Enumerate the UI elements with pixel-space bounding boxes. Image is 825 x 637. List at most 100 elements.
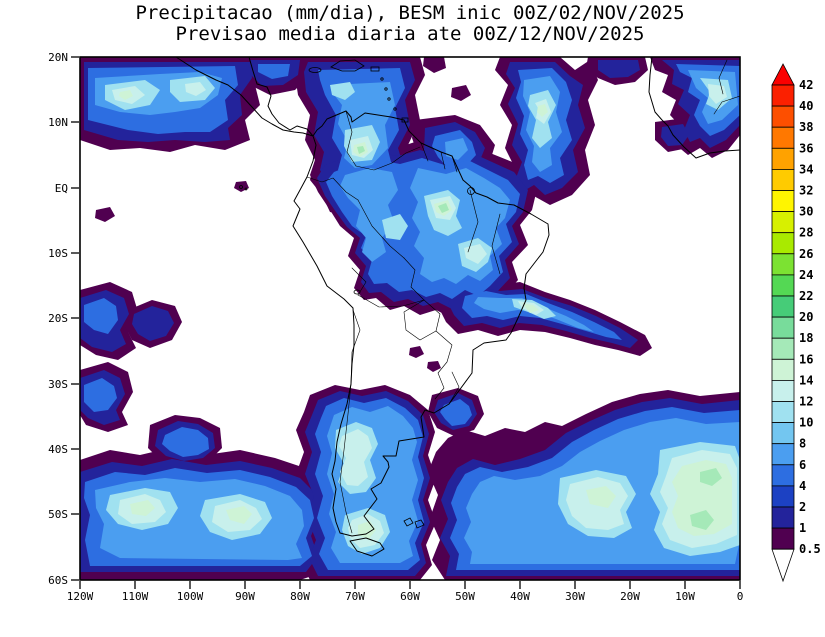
colorbar-segment (771, 147, 795, 170)
marajo-island (467, 187, 475, 195)
trinidad-island (401, 117, 409, 123)
colorbar-label: 26 (799, 247, 813, 261)
border-line (440, 151, 446, 170)
y-tick-label: 60S (48, 574, 68, 587)
africa-coastline (648, 57, 740, 159)
precip-area (226, 506, 252, 524)
colorbar-segment (771, 401, 795, 424)
x-tick-label: 40W (510, 590, 530, 603)
precip-shading (80, 57, 740, 580)
border-line (713, 95, 740, 115)
colorbar-segment (771, 485, 795, 508)
colorbar-segment (771, 506, 795, 529)
precip-area (700, 468, 722, 486)
precip-area (445, 138, 468, 160)
colorbar-segment (771, 126, 795, 149)
central-america-caribbean-coastline (248, 57, 314, 137)
precip-area (95, 207, 115, 222)
galapagos-island (239, 185, 243, 189)
border-line (345, 110, 357, 167)
colorbar-segment (771, 232, 795, 255)
colorbar-segment (771, 168, 795, 191)
colorbar-segment (771, 84, 795, 107)
x-tick-label: 90W (235, 590, 255, 603)
precip-area (382, 214, 408, 240)
y-tick-label: 40S (48, 443, 68, 456)
precip-area (423, 57, 446, 73)
precip-area (340, 168, 398, 262)
x-tick-label: 0 (737, 590, 744, 603)
y-tick-label: EQ (55, 182, 68, 195)
colorbar-segment (771, 379, 795, 402)
colorbar-label: 40 (799, 99, 813, 113)
colorbar-segment (771, 211, 795, 234)
y-axis: 20N 10N EQ 10S 20S 30S 40S 50S 60S (48, 51, 79, 587)
chart-subtitle: Previsao media diaria ate 00Z/12/NOV/202… (176, 23, 645, 45)
colorbar-label: 38 (799, 120, 813, 134)
chart-title: Precipitacao (mm/dia), BESM inic 00Z/02/… (135, 2, 684, 24)
colorbar-label: 24 (799, 268, 813, 282)
precip-area (357, 146, 365, 154)
colorbar-label: 0.5 (799, 542, 821, 556)
colorbar-label: 8 (799, 437, 806, 451)
border-line (350, 309, 361, 385)
colorbar: 42 40 38 36 34 32 30 28 26 24 22 20 18 1… (771, 63, 821, 583)
colorbar-segment (771, 337, 795, 360)
x-tick-label: 10W (675, 590, 695, 603)
y-tick-label: 10S (48, 247, 68, 260)
antilles-island (380, 77, 384, 81)
colorbar-segment (771, 358, 795, 381)
border-line (403, 257, 425, 301)
jamaica-island (308, 67, 322, 73)
precip-area (598, 60, 640, 78)
colorbar-segment (771, 253, 795, 276)
y-tick-label: 20N (48, 51, 68, 64)
antilles-island (384, 87, 388, 91)
lake-titicaca (353, 289, 361, 295)
precip-area (330, 82, 395, 168)
colorbar-label: 14 (799, 373, 813, 387)
border-line (357, 294, 425, 308)
precip-area (438, 203, 449, 213)
precip-area (84, 298, 118, 334)
colorbar-label: 34 (799, 162, 813, 176)
precip-area (162, 427, 209, 457)
precip-area (522, 303, 539, 313)
colorbar-label: 4 (799, 479, 806, 493)
precip-area (409, 346, 424, 358)
colorbar-label: 10 (799, 416, 813, 430)
colorbar-segment (771, 443, 795, 466)
border-line (355, 146, 421, 171)
falkland-island (403, 517, 414, 527)
border-line (718, 59, 728, 95)
border-line (357, 199, 405, 259)
precip-area (84, 378, 117, 412)
coastline (175, 57, 740, 557)
south-america-coastline (292, 110, 550, 537)
colorbar-segment (771, 316, 795, 339)
puerto-rico-island (370, 66, 380, 72)
border-line (306, 176, 359, 201)
colorbar-label: 18 (799, 331, 813, 345)
colorbar-segment (771, 422, 795, 445)
x-tick-label: 100W (177, 590, 204, 603)
colorbar-label: 1 (799, 521, 806, 535)
colorbar-label: 12 (799, 395, 813, 409)
colorbar-segment (771, 105, 795, 128)
precip-area (451, 85, 471, 101)
x-tick-label: 60W (400, 590, 420, 603)
precip-area (119, 90, 133, 100)
precip-area (185, 82, 206, 96)
precip-area (339, 429, 372, 486)
precip-area (258, 64, 290, 79)
precip-area (537, 104, 548, 117)
colorbar-arrow-bottom (771, 548, 795, 583)
falkland-island (414, 519, 425, 529)
colorbar-label: 22 (799, 289, 813, 303)
precip-area (474, 297, 594, 332)
x-tick-label: 30W (565, 590, 585, 603)
colorbar-label: 6 (799, 458, 806, 472)
x-tick-label: 80W (290, 590, 310, 603)
border-line (434, 330, 453, 400)
